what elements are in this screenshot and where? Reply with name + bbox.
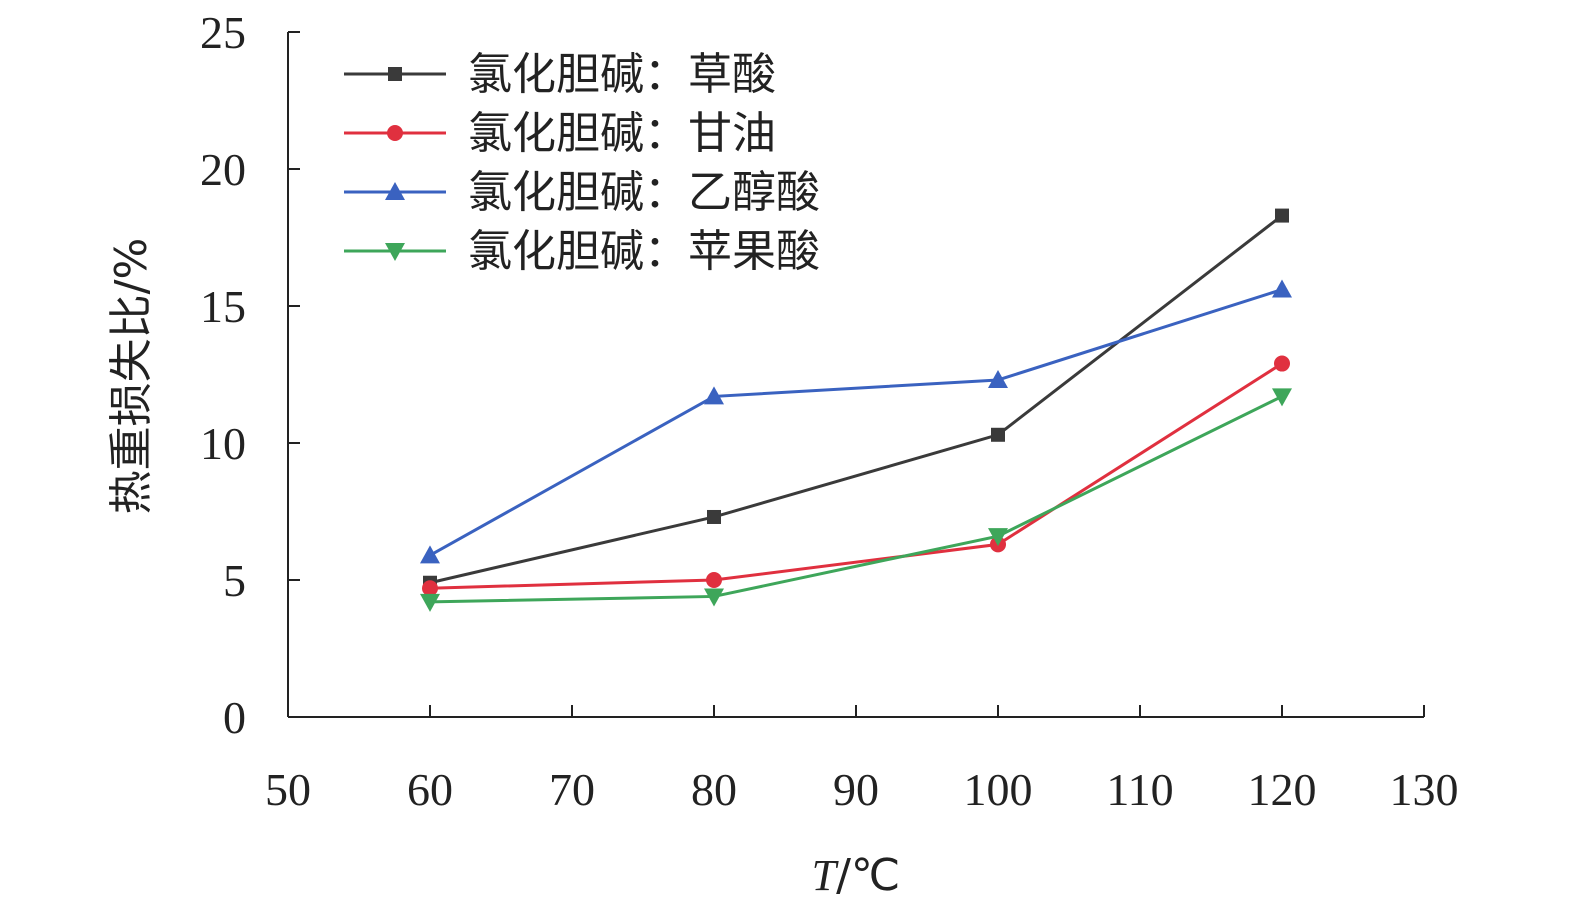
data-point — [420, 593, 440, 612]
ticks: 0 5 10 15 20 25 50 60 70 80 90 100 110 120 130 — [200, 7, 1459, 815]
x-tick-label: 80 — [691, 764, 737, 815]
legend-item: 氯化胆碱：甘油 — [344, 108, 776, 159]
x-tick-label: 110 — [1106, 764, 1173, 815]
y-tick-label: 25 — [200, 7, 246, 58]
y-axis-title: 热重损失比/% — [106, 238, 157, 515]
y-tick-label: 5 — [223, 555, 246, 606]
x-tick-label: 50 — [265, 764, 311, 815]
x-tick-label: 60 — [407, 764, 453, 815]
data-point — [991, 427, 1005, 442]
data-point — [1275, 208, 1289, 223]
legend-item: 氯化胆碱：乙醇酸 — [344, 167, 820, 218]
x-tick-label: 70 — [549, 764, 595, 815]
legend-label: 氯化胆碱：草酸 — [468, 49, 776, 100]
legend-item: 氯化胆碱：草酸 — [344, 49, 776, 100]
y-tick-label: 15 — [200, 281, 246, 332]
series-line — [429, 288, 1283, 557]
data-point — [420, 545, 440, 564]
legend-label: 氯化胆碱：乙醇酸 — [468, 167, 820, 218]
axes — [287, 32, 1424, 718]
series-4 — [420, 388, 1292, 612]
y-tick-label: 10 — [200, 418, 246, 469]
data-point — [706, 572, 722, 588]
series-line — [429, 395, 1283, 604]
data-point — [1272, 388, 1292, 407]
x-tick-label: 100 — [964, 764, 1033, 815]
data-point — [704, 386, 724, 405]
data-point — [704, 588, 724, 607]
legend-marker — [385, 182, 405, 200]
legend-item: 氯化胆碱：苹果酸 — [344, 226, 820, 277]
series-line — [429, 362, 1283, 590]
legend-label: 氯化胆碱：甘油 — [468, 108, 776, 159]
legend-marker — [387, 125, 403, 141]
data-point — [1272, 279, 1292, 298]
x-axis-title-unit: /℃ — [836, 850, 900, 901]
data-point — [707, 509, 721, 524]
data-point — [988, 528, 1008, 547]
legend-label: 氯化胆碱：苹果酸 — [468, 226, 820, 277]
x-tick-label: 90 — [833, 764, 879, 815]
data-point — [988, 369, 1008, 388]
series-2 — [422, 355, 1290, 597]
series-line — [429, 214, 1283, 585]
x-tick-label: 120 — [1248, 764, 1317, 815]
y-tick-label: 0 — [223, 692, 246, 743]
series-group — [420, 208, 1292, 612]
legend-marker — [388, 67, 402, 81]
y-tick-label: 20 — [200, 144, 246, 195]
x-tick-label: 130 — [1390, 764, 1459, 815]
x-axis-title: T/℃ — [812, 850, 901, 901]
legend-marker — [385, 243, 405, 261]
data-point — [422, 580, 438, 597]
series-3 — [420, 279, 1292, 564]
data-point — [1274, 355, 1290, 372]
x-axis-title-variable: T — [812, 851, 840, 900]
